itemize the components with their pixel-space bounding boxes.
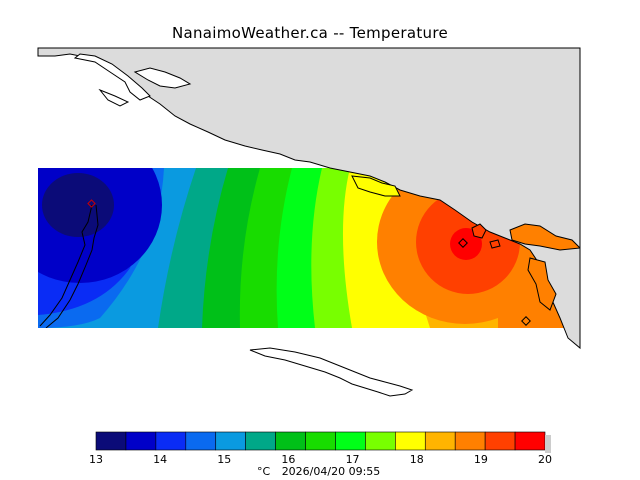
legend-swatch (335, 431, 366, 451)
island-1 (471, 223, 487, 239)
timestamp: 2026/04/20 09:55 (281, 465, 381, 478)
legend-tick-label: 17 (345, 453, 360, 466)
legend-shadow (545, 435, 551, 453)
legend-swatch (484, 431, 516, 451)
station-marker-east[interactable] (458, 238, 468, 248)
legend-tick-label: 14 (153, 453, 168, 466)
legend-tick-label: 13 (89, 453, 103, 466)
legend-tick-label: 20 (538, 453, 552, 466)
unit-label: °C (257, 465, 271, 478)
legend-caption: °C 2026/04/20 09:55 (257, 465, 388, 478)
legend-swatch (245, 431, 276, 451)
legend-tick-label: 16 (281, 453, 296, 466)
station-marker-west[interactable] (87, 199, 96, 208)
legend-swatch (215, 431, 246, 451)
legend-swatch (514, 431, 546, 451)
coastline-west-2 (45, 204, 99, 328)
color-legend (95, 431, 551, 453)
legend-swatch (125, 431, 157, 451)
peninsula (351, 175, 401, 197)
legend-swatch (424, 431, 456, 451)
legend-tick-label: 15 (217, 453, 232, 466)
island-north-2 (133, 67, 192, 89)
legend-swatch (185, 431, 217, 451)
island-2 (489, 239, 501, 249)
island-north-1 (73, 53, 151, 101)
legend-swatch (155, 431, 187, 451)
temperature-bands (38, 168, 580, 328)
legend-swatch (395, 431, 426, 451)
island-north-3 (98, 88, 130, 107)
legend-tick-label: 19 (473, 453, 488, 466)
legend-tick-label: 18 (409, 453, 424, 466)
mainland-overlay (328, 168, 580, 328)
legend-swatch (305, 431, 336, 451)
island-4 (527, 257, 557, 311)
legend-swatch (365, 431, 396, 451)
legend-swatch (95, 431, 127, 451)
band-13 (42, 173, 114, 237)
station-marker-southeast[interactable] (521, 316, 531, 326)
legend-swatch (275, 431, 306, 451)
coastline-west (39, 204, 93, 327)
island-3 (509, 223, 580, 251)
map-title: NanaimoWeather.ca -- Temperature (171, 24, 449, 42)
island-south (249, 347, 414, 397)
legend-swatch (454, 431, 486, 451)
